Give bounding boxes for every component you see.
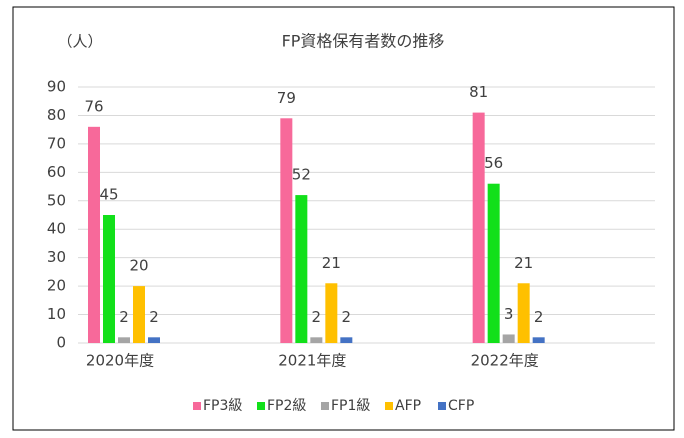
data-label: 76: [84, 97, 103, 115]
legend-swatch: [438, 402, 446, 410]
bar: [532, 337, 545, 343]
y-tick-label: 0: [56, 334, 66, 352]
y-axis-label: （人）: [57, 33, 102, 51]
y-tick-label: 40: [47, 220, 66, 238]
x-tick-label: 2022年度: [471, 352, 539, 370]
y-tick-label: 80: [47, 106, 66, 124]
data-label: 2: [342, 308, 352, 326]
data-label: 3: [504, 305, 514, 323]
legend-swatch: [193, 402, 201, 410]
bar: [517, 283, 530, 343]
y-tick-label: 30: [47, 248, 66, 266]
data-label: 52: [292, 166, 311, 184]
data-label: 21: [514, 254, 533, 272]
data-label: 2: [149, 308, 159, 326]
legend-swatch: [385, 402, 393, 410]
bar: [325, 283, 338, 343]
bar: [133, 286, 145, 343]
y-tick-label: 60: [47, 163, 66, 181]
data-label: 81: [469, 83, 488, 101]
bar: [310, 337, 323, 343]
data-label: 2: [534, 308, 544, 326]
legend-label: CFP: [448, 398, 474, 414]
legend-label: FP1級: [331, 398, 370, 414]
data-label: 2: [312, 308, 322, 326]
data-label: 79: [277, 89, 296, 107]
data-label: 20: [129, 257, 148, 275]
bar: [340, 337, 353, 343]
legend-label: FP2級: [267, 398, 306, 414]
legend-swatch: [321, 402, 329, 410]
x-tick-label: 2020年度: [86, 352, 154, 370]
bar: [148, 337, 160, 343]
y-tick-label: 70: [47, 134, 66, 152]
y-tick-label: 10: [47, 305, 66, 323]
bar: [487, 183, 500, 343]
data-label: 21: [322, 254, 341, 272]
chart-border: [12, 6, 675, 431]
bar: [103, 215, 115, 343]
legend-swatch: [257, 402, 265, 410]
y-tick-label: 90: [47, 78, 66, 96]
x-tick-label: 2021年度: [278, 352, 346, 370]
bar: [280, 118, 293, 344]
bar: [502, 334, 515, 343]
data-label: 45: [99, 186, 118, 204]
bar: [118, 337, 130, 343]
bar: [295, 195, 308, 343]
legend-label: FP3級: [203, 398, 242, 414]
bar: [472, 112, 485, 343]
legend-label: AFP: [395, 398, 421, 414]
y-tick-label: 20: [47, 277, 66, 295]
bar: [88, 126, 100, 343]
data-label: 2: [119, 308, 129, 326]
data-label: 56: [484, 154, 503, 172]
y-tick-label: 50: [47, 191, 66, 209]
chart-title: FP資格保有者数の推移: [282, 32, 445, 51]
